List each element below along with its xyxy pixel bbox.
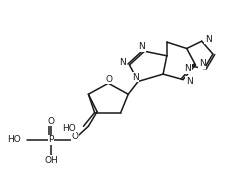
Text: O: O <box>71 132 78 141</box>
Text: N: N <box>185 64 191 74</box>
Text: O: O <box>105 75 112 84</box>
Text: HO: HO <box>7 135 20 145</box>
Text: N: N <box>205 35 212 44</box>
Text: N: N <box>138 42 145 51</box>
Text: N: N <box>186 77 193 86</box>
Text: HO: HO <box>62 124 76 133</box>
Text: O: O <box>48 117 55 126</box>
Text: N: N <box>132 73 139 82</box>
Text: N: N <box>119 58 126 67</box>
Text: N: N <box>199 59 206 68</box>
Text: P: P <box>48 135 54 145</box>
Text: OH: OH <box>44 156 58 165</box>
